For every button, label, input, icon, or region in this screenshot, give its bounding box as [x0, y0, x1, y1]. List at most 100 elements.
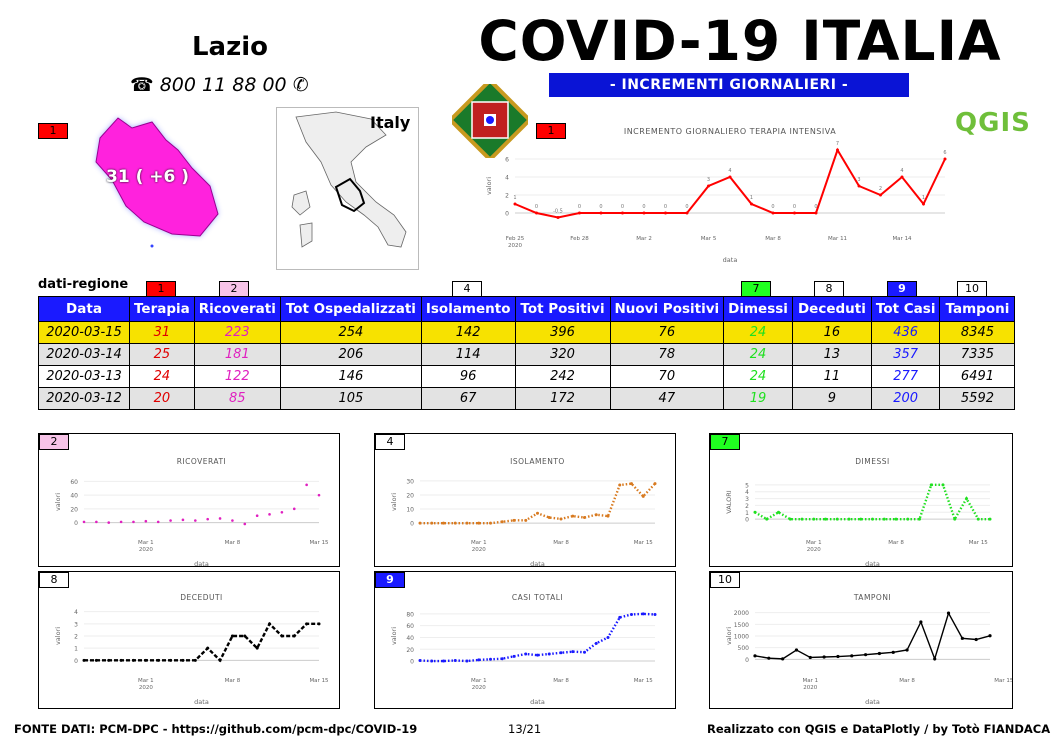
isolamento-data-point	[442, 521, 445, 525]
cell-tamponi: 7335	[939, 343, 1016, 366]
cell-nuovi-positivi: 78	[609, 343, 725, 366]
col-header: Deceduti	[791, 296, 872, 322]
cell-tot-positivi: 320	[514, 343, 611, 366]
terapia-data-point	[814, 211, 818, 215]
casi_totali-data-point	[559, 651, 563, 655]
ricoverati-data-point	[231, 519, 234, 522]
terapia-data-point	[578, 211, 581, 215]
isolamento-data-point	[653, 482, 657, 486]
data-point-label: 0	[621, 204, 624, 210]
ricoverati-data-point	[243, 522, 247, 526]
data-point-label: 0	[535, 204, 538, 210]
cell-tamponi: 5592	[939, 387, 1016, 410]
data-point-label: -0.5	[553, 209, 563, 215]
region-title: Lazio	[191, 32, 269, 62]
tab-badge-deceduti: 8	[814, 281, 844, 297]
cell-date: 2020-03-13	[38, 365, 130, 388]
deceduti-data-point	[268, 622, 272, 626]
deceduti-series-line	[84, 621, 319, 663]
dimessi-data-point	[788, 517, 792, 521]
col-header: Tot Positivi	[514, 296, 611, 322]
terapia-data-point	[535, 211, 538, 215]
x-tick-label: Mar 2	[636, 236, 652, 242]
x-axis-label: data	[865, 560, 880, 566]
tamponi-data-point	[863, 653, 868, 657]
cell-date: 2020-03-14	[38, 343, 130, 366]
tamponi-data-point	[850, 654, 854, 658]
dimessi-data-point	[824, 517, 827, 521]
ricoverati-data-point	[156, 520, 160, 524]
ricoverati-data-point	[181, 518, 185, 522]
x-tick-label: Mar 8	[225, 540, 241, 546]
x-tick-label: Mar 15	[634, 678, 654, 684]
isolamento-data-point	[641, 494, 645, 498]
cell-dimessi: 24	[723, 343, 793, 366]
x-tick-label: Mar 1	[471, 540, 487, 546]
terapia-data-point	[857, 184, 861, 188]
x-tick-label: Mar 1	[806, 540, 822, 546]
tamponi-data-point	[822, 655, 826, 659]
dimessi-data-point	[812, 517, 816, 521]
deceduti-data-point	[218, 658, 222, 662]
y-tick-label: 4	[505, 175, 509, 182]
ricoverati-data-point	[132, 520, 135, 524]
x-axis-label: data	[865, 698, 880, 706]
panel-deceduti: 8 DECEDUTI 0 1 2 3 4 valori Mar 1 2020 Mar 8 Mar 1…	[38, 571, 340, 709]
terapia-data-point	[900, 175, 904, 179]
chart-title: CASI TOTALI	[512, 593, 563, 602]
casi_totali-data-point	[571, 650, 575, 654]
y-axis-label: valori	[485, 177, 493, 195]
data-point-label: 4	[900, 168, 903, 174]
dimessi-data-point	[800, 517, 804, 521]
chart-title: TAMPONI	[853, 593, 891, 602]
tab-badge-tamponi: 10	[957, 281, 987, 297]
footer-page: 13/21	[508, 722, 542, 736]
cell-ricoverati: 85	[193, 387, 281, 410]
x-tick-label: Mar 8	[765, 236, 781, 242]
terapia-data-point	[664, 211, 667, 215]
x-axis-label: data	[194, 560, 209, 566]
y-tick-label: 10	[406, 507, 414, 514]
tab-badge-isolamento: 4	[452, 281, 482, 297]
terapia-chart: INCREMENTO GIORNALIERO TERAPIA INTENSIVA…	[485, 127, 947, 264]
casi_totali-data-point	[606, 635, 610, 639]
x-axis-label: data	[723, 256, 738, 264]
isolamento-data-point	[618, 483, 622, 487]
isolamento-series-line	[420, 482, 656, 525]
col-header: Data	[38, 296, 130, 322]
phone-number[interactable]: 800 11 88 00	[159, 74, 287, 96]
x-tick-label: Mar 8	[899, 678, 915, 684]
x-tick-label: Mar 15	[634, 540, 654, 546]
x-tick-year-label: 2020	[139, 685, 153, 691]
data-point-label: 0	[771, 204, 774, 210]
tamponi-data-point	[960, 636, 964, 640]
terapia-data-point	[771, 211, 775, 215]
panel-badge: 8	[39, 572, 69, 588]
casi_totali-data-point	[453, 658, 457, 662]
dimessi-data-point	[941, 483, 945, 487]
tamponi-data-point	[974, 637, 978, 642]
data-point-label: 0	[578, 204, 581, 210]
isolamento-data-point	[583, 516, 586, 520]
cell-date: 2020-03-12	[38, 387, 130, 410]
isolamento-data-point	[571, 514, 575, 518]
deceduti-data-point	[243, 634, 247, 638]
data-table: Data Terapia Ricoverati Tot Ospedalizzat…	[38, 296, 1016, 410]
col-header: Ricoverati	[193, 296, 281, 322]
x-axis-label: data	[530, 560, 545, 566]
cell-isolamento: 142	[420, 321, 516, 344]
footer-source[interactable]: FONTE DATI: PCM-DPC - https://github.com…	[14, 722, 418, 736]
cell-tot-casi: 357	[870, 343, 941, 366]
isolamento-data-point	[594, 513, 598, 517]
cell-deceduti: 13	[791, 343, 872, 366]
deceduti-data-point	[156, 658, 160, 662]
isolamento-data-point	[524, 518, 528, 522]
tamponi-data-point	[836, 654, 840, 659]
x-axis-label: data	[530, 698, 545, 706]
y-axis-label: valori	[725, 627, 733, 645]
deceduti-data-point	[169, 658, 173, 662]
y-tick-label: 20	[70, 506, 78, 513]
deceduti-data-point	[292, 634, 296, 638]
col-header: Tamponi	[939, 296, 1016, 322]
